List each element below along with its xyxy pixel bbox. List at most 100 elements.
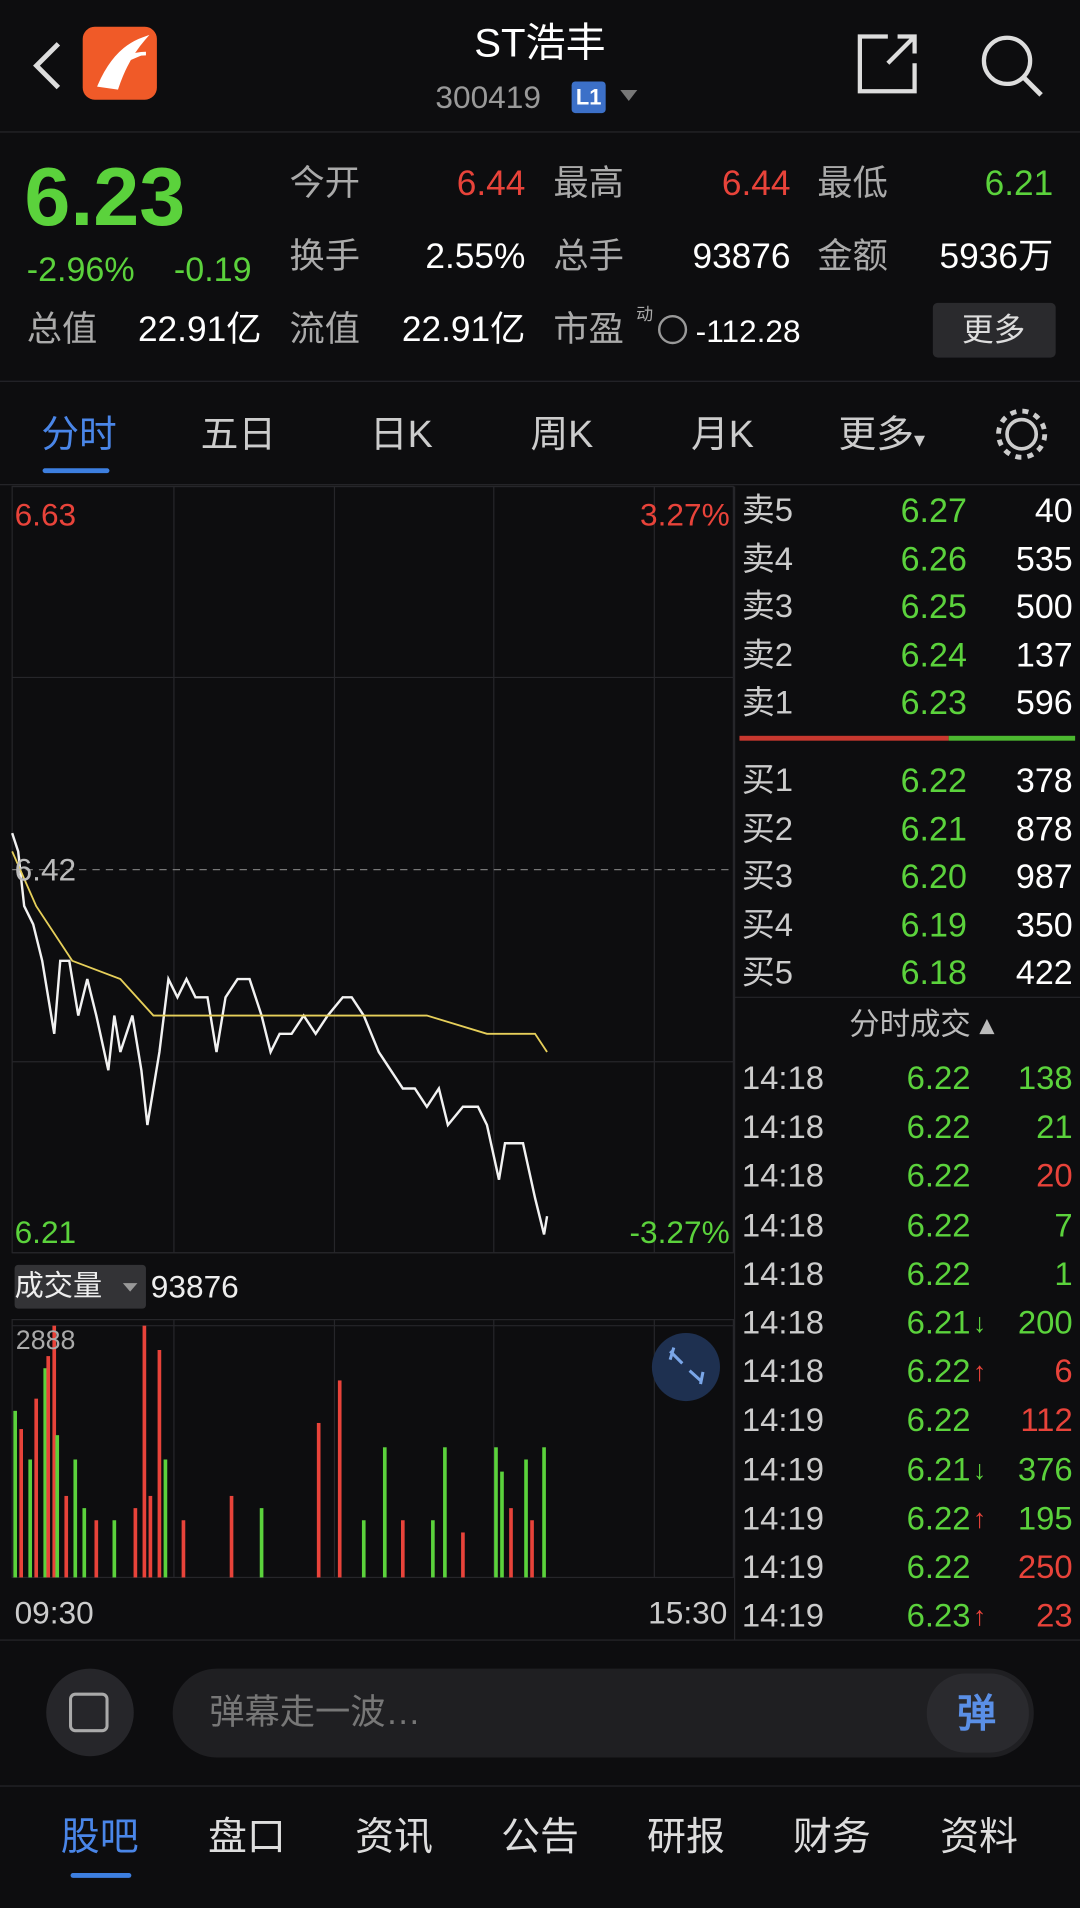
book-price: 6.24: [900, 635, 967, 674]
trade-volume: 21: [1036, 1108, 1073, 1146]
stat-value: 6.44: [456, 164, 526, 204]
stock-code: 300419: [435, 79, 541, 116]
tab[interactable]: 周K: [530, 412, 594, 456]
volume-bar: [163, 1459, 168, 1578]
expand-icon: [668, 1347, 705, 1385]
volume-total: 93876: [150, 1268, 239, 1306]
volume-bar: [443, 1447, 447, 1578]
y-tick-label: 6.63: [14, 496, 77, 533]
trade-time: 14:19: [741, 1402, 825, 1439]
book-volume: 500: [1015, 587, 1073, 626]
tab-underline: [42, 468, 110, 474]
book-volume: 987: [1015, 857, 1073, 896]
trade-price: 6.22: [906, 1157, 971, 1195]
volume-bar: [133, 1508, 138, 1578]
bottom-tab[interactable]: 股吧: [60, 1814, 139, 1859]
trade-price: 6.21: [906, 1304, 971, 1341]
book-price: 6.23: [900, 683, 967, 722]
volume-bar: [73, 1459, 78, 1578]
book-price: 6.18: [900, 953, 967, 992]
x-tick-label: 15:30: [648, 1594, 728, 1631]
trade-arrow: ↑: [972, 1503, 987, 1534]
trade-time: 14:19: [741, 1597, 825, 1635]
stat-value: 5936万: [939, 237, 1054, 277]
bottom-tab[interactable]: 研报: [647, 1814, 725, 1859]
trades-title[interactable]: 分时成交 ▴: [849, 1007, 995, 1042]
volume-bar: [82, 1508, 87, 1578]
book-label: 卖2: [741, 636, 794, 673]
stat-value: 93876: [692, 237, 791, 277]
trade-arrow: ↑: [972, 1356, 987, 1387]
book-price: 6.25: [900, 587, 967, 626]
book-label: 卖1: [741, 684, 794, 722]
share-icon[interactable]: [857, 34, 917, 94]
trade-volume: 376: [1017, 1451, 1073, 1488]
search-icon[interactable]: [981, 35, 1033, 87]
trade-time: 14:19: [741, 1499, 825, 1537]
book-volume: 378: [1015, 761, 1073, 800]
volume-bar: [19, 1429, 24, 1578]
trade-price: 6.22: [906, 1206, 971, 1244]
volume-bar: [142, 1325, 147, 1578]
volume-bar: [524, 1459, 528, 1578]
back-icon[interactable]: [33, 42, 61, 90]
trade-price: 6.22: [906, 1402, 971, 1439]
x-tick-label: 09:30: [14, 1594, 94, 1631]
settings-icon[interactable]: [1005, 417, 1039, 451]
pe-info-icon[interactable]: [657, 315, 688, 345]
stock-title: ST浩丰: [474, 20, 606, 66]
trade-volume: 195: [1017, 1499, 1073, 1537]
volume-bar: [13, 1410, 17, 1578]
trade-arrow: ↓: [972, 1307, 987, 1338]
dropdown-icon[interactable]: [620, 90, 638, 101]
tab[interactable]: 日K: [369, 412, 433, 456]
stat-label: 最低: [817, 164, 888, 204]
stat-value: 6.21: [984, 164, 1054, 204]
bottom-tab[interactable]: 公告: [501, 1814, 579, 1859]
book-label: 卖4: [741, 540, 794, 577]
trade-price: 6.22: [906, 1108, 971, 1146]
tab[interactable]: 更多▾: [838, 412, 925, 456]
book-volume: 535: [1015, 539, 1073, 578]
trade-price: 6.22: [906, 1499, 971, 1537]
trade-volume: 7: [1054, 1206, 1073, 1244]
bottom-tab-underline: [70, 1872, 132, 1878]
book-label: 买1: [741, 761, 794, 799]
volume-bar: [64, 1495, 69, 1578]
more-label[interactable]: 更多: [962, 311, 1026, 348]
y2-tick-label: 3.27%: [640, 496, 730, 533]
volume-bar: [34, 1398, 39, 1578]
volume-title[interactable]: 成交量: [14, 1269, 103, 1303]
book-price: 6.27: [900, 491, 967, 530]
book-volume: 40: [1034, 491, 1073, 530]
expand-button[interactable]: [651, 1332, 721, 1402]
volume-bar: [148, 1495, 153, 1578]
comment-input[interactable]: [172, 1668, 1034, 1758]
bottom-tab[interactable]: 资料: [940, 1814, 1018, 1859]
bottom-tab[interactable]: 财务: [792, 1814, 871, 1859]
book-label: 买2: [741, 810, 794, 847]
bottom-tab[interactable]: 资讯: [355, 1814, 433, 1859]
comment-icon-bg[interactable]: [46, 1668, 134, 1757]
trade-volume: 138: [1017, 1059, 1073, 1097]
trade-volume: 6: [1054, 1353, 1073, 1390]
volume-selector[interactable]: [14, 1264, 146, 1309]
danmaku-button[interactable]: [926, 1673, 1029, 1753]
book-volume: 137: [1015, 635, 1073, 674]
bottom-tab[interactable]: 盘口: [207, 1814, 286, 1859]
volume-bar: [382, 1447, 387, 1578]
tab[interactable]: 月K: [691, 412, 754, 456]
more-button[interactable]: [932, 302, 1056, 358]
book-volume: 878: [1015, 809, 1073, 848]
volume-bar: [461, 1532, 465, 1578]
tab[interactable]: 分时: [41, 412, 117, 456]
price-line: [11, 832, 549, 1235]
comment-placeholder: 弹幕走一波…: [209, 1693, 421, 1733]
danmaku-label[interactable]: 弹: [957, 1691, 997, 1736]
stat-label: 今开: [289, 164, 361, 204]
tab[interactable]: 五日: [200, 412, 277, 456]
book-price: 6.21: [900, 809, 967, 848]
dropdown-icon: [122, 1283, 138, 1292]
settings-teeth: [996, 408, 1048, 460]
